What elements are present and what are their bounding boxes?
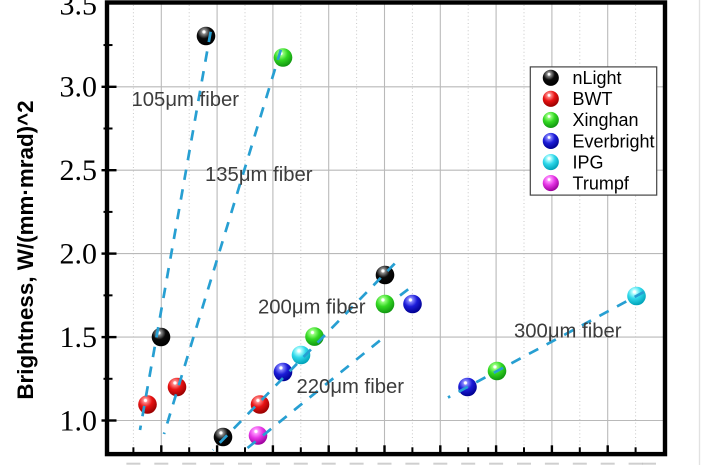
svg-text:Brightness, W/(mm·mrad)^2: Brightness, W/(mm·mrad)^2 [13, 100, 38, 399]
svg-text:nLight: nLight [573, 68, 622, 88]
svg-text:200μm fiber: 200μm fiber [258, 297, 366, 319]
svg-text:3.5: 3.5 [60, 0, 98, 22]
svg-text:220μm fiber: 220μm fiber [297, 376, 405, 398]
svg-text:105μm fiber: 105μm fiber [132, 89, 240, 111]
svg-text:135μm fiber: 135μm fiber [205, 164, 313, 186]
svg-text:300μm fiber: 300μm fiber [514, 321, 622, 343]
svg-text:Everbright: Everbright [573, 131, 655, 151]
svg-text:3.0: 3.0 [60, 71, 98, 104]
svg-text:1.5: 1.5 [60, 321, 98, 354]
svg-text:Xinghan: Xinghan [573, 110, 639, 130]
svg-text:1.0: 1.0 [60, 404, 98, 437]
svg-text:IPG: IPG [573, 152, 604, 172]
svg-text:2.5: 2.5 [60, 154, 98, 187]
svg-text:BWT: BWT [573, 89, 613, 109]
svg-text:2.0: 2.0 [60, 237, 98, 270]
svg-text:Trumpf: Trumpf [573, 173, 630, 193]
